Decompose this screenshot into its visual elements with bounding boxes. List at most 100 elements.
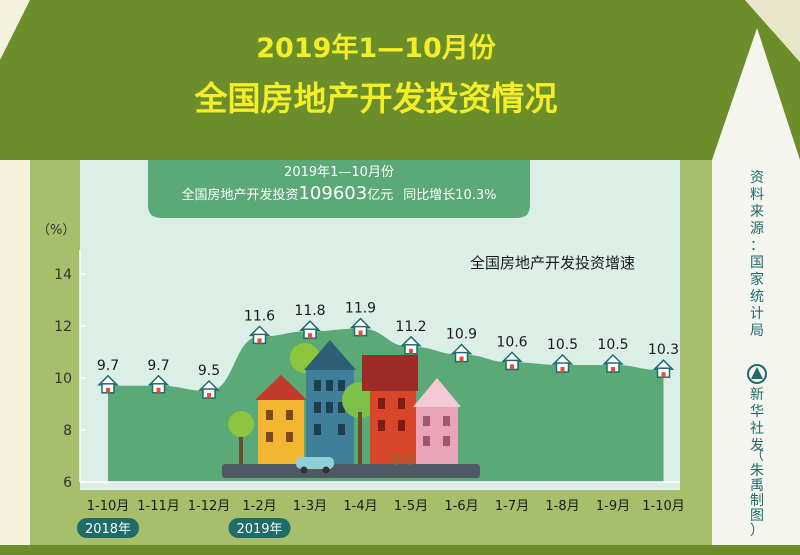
x-tick-label: 1-5月 — [394, 499, 428, 514]
data-point: 10.9 — [446, 327, 477, 363]
window — [378, 420, 385, 431]
house-icon-door — [257, 338, 262, 344]
data-point: 9.7 — [97, 358, 119, 394]
year-badge: 2018年 — [77, 518, 139, 538]
year-badge-bg — [77, 518, 139, 538]
window — [326, 402, 333, 413]
data-point: 11.8 — [294, 303, 326, 339]
window — [423, 416, 430, 426]
summary-prefix: 全国房地产开发投资 — [181, 187, 298, 203]
year-badge-bg — [228, 518, 291, 538]
window — [286, 432, 293, 442]
x-tick-label: 1-10月 — [87, 499, 130, 514]
summary-unit: 亿元 — [367, 188, 393, 203]
house-icon-door — [661, 372, 666, 378]
title-line-2: 全国房地产开发投资情况 — [194, 79, 558, 118]
summary-line-2: 全国房地产开发投资109603亿元 同比增长10.3% — [181, 183, 496, 204]
data-label: 10.9 — [446, 327, 477, 343]
data-label: 9.7 — [147, 358, 169, 374]
y-tick-label: 8 — [63, 423, 72, 439]
window — [266, 432, 273, 442]
x-tick-label: 1-10月 — [642, 499, 685, 514]
car-wheel — [300, 466, 308, 474]
data-point: 11.2 — [395, 319, 427, 355]
sidebar-panel — [712, 160, 800, 545]
window — [398, 420, 405, 431]
yellow-house — [258, 398, 304, 464]
chart-title: 全国房地产开发投资增速 — [470, 254, 635, 272]
data-label: 10.3 — [648, 342, 679, 358]
author-text: （朱禹制图） — [750, 448, 764, 539]
year-badge-label: 2019年 — [236, 522, 282, 537]
bicycle-wheel — [405, 455, 415, 465]
data-label: 9.5 — [198, 363, 220, 379]
car-icon — [296, 457, 334, 469]
window — [423, 436, 430, 446]
year-badge: 2019年 — [228, 518, 291, 538]
agency-text: 新华社发 — [750, 387, 764, 454]
roof-banner — [0, 0, 800, 160]
data-label: 11.2 — [395, 319, 426, 335]
summary-line-1: 2019年1—10月份 — [284, 165, 394, 180]
red-house-roof — [362, 355, 418, 391]
y-tick-label: 12 — [54, 319, 72, 335]
y-tick-label: 10 — [54, 371, 72, 387]
x-tick-label: 1-9月 — [596, 499, 630, 514]
house-icon-door — [560, 367, 565, 372]
xinhua-logo-mark — [751, 367, 763, 379]
x-tick-label: 1-7月 — [495, 499, 529, 514]
pink-house-roof — [413, 378, 461, 407]
house-icon-door — [611, 367, 615, 372]
roof-corner — [745, 0, 800, 62]
teal-tower-roof — [304, 340, 356, 370]
data-label: 11.9 — [345, 301, 376, 317]
house-icon-door — [156, 387, 161, 393]
x-tick-label: 1-11月 — [137, 499, 180, 514]
data-label: 11.6 — [244, 308, 275, 324]
road — [222, 464, 480, 478]
tree-trunk — [358, 412, 362, 464]
xinhua-logo-icon — [747, 364, 767, 384]
summary-growth: 同比增长10.3% — [403, 188, 496, 203]
side-gable — [712, 28, 800, 160]
data-label: 9.7 — [97, 358, 119, 374]
y-tick-label: 14 — [54, 267, 72, 283]
window — [326, 380, 333, 391]
tree-icon — [228, 411, 254, 437]
year-badge-label: 2018年 — [85, 522, 131, 537]
window — [338, 380, 345, 391]
chart-marks: 9.7 1-10月 9.7 1-11月 9.5 1-12月 11.6 1-2月 11.8 1-3月… — [77, 301, 685, 538]
data-point: 10.6 — [496, 334, 528, 371]
source-text: 资料来源：国家统计局 — [750, 170, 764, 339]
house-icon-door — [358, 330, 363, 336]
tree-trunk — [239, 430, 243, 464]
house-icon-door — [308, 333, 312, 339]
town-illustration — [222, 340, 480, 478]
data-label: 10.5 — [547, 337, 578, 353]
ground-strip — [0, 545, 800, 555]
y-axis-label: （%） — [37, 223, 75, 238]
data-point: 10.5 — [547, 337, 578, 373]
red-house — [370, 388, 416, 464]
data-point: 9.5 — [198, 363, 220, 399]
house-icon-door — [510, 364, 514, 370]
data-point: 9.7 — [147, 358, 170, 394]
x-tick-label: 1-8月 — [545, 499, 579, 514]
data-label: 11.8 — [294, 303, 325, 319]
house-icon-door — [409, 348, 413, 354]
data-point: 10.3 — [648, 342, 679, 378]
window — [338, 424, 345, 435]
data-label: 10.6 — [496, 334, 527, 350]
x-tick-label: 1-2月 — [242, 499, 276, 514]
data-point: 11.9 — [345, 301, 376, 337]
window — [314, 402, 321, 413]
window — [266, 410, 273, 420]
summary-badge — [148, 160, 530, 218]
pink-house — [416, 405, 458, 464]
data-point: 11.6 — [244, 308, 275, 345]
window — [338, 402, 345, 413]
window — [286, 410, 293, 420]
data-point: 10.5 — [597, 337, 629, 373]
house-icon-door — [459, 356, 464, 362]
window — [314, 424, 321, 435]
